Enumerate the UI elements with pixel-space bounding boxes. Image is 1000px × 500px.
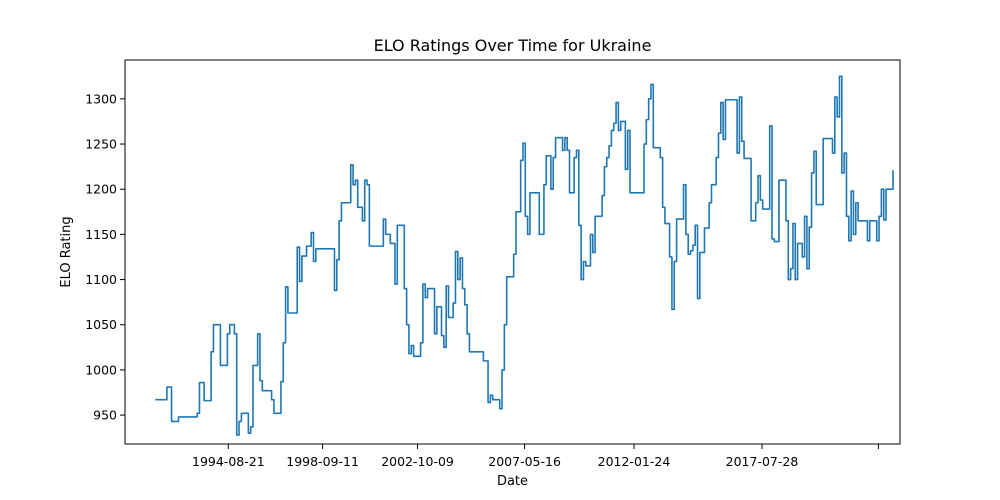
plot-area	[125, 60, 900, 444]
y-axis-label: ELO Rating	[59, 216, 74, 287]
y-tick-label: 1150	[85, 227, 117, 242]
chart-title: ELO Ratings Over Time for Ukraine	[374, 36, 652, 55]
x-tick-label: 1994-08-21	[192, 454, 265, 469]
y-tick-label: 1200	[85, 182, 117, 197]
x-axis-ticks: 1994-08-21 1998-09-11 2002-10-09 2007-05-16…	[192, 444, 879, 469]
elo-series-line	[155, 75, 894, 436]
x-tick-label: 2017-07-28	[726, 454, 799, 469]
y-axis-ticks: 950 1000 1050 1100 1150 1200 1250 1300	[85, 91, 125, 423]
y-tick-label: 1300	[85, 91, 117, 106]
x-axis-label: Date	[497, 474, 528, 489]
y-tick-label: 1000	[85, 362, 117, 377]
y-tick-label: 1100	[85, 272, 117, 287]
y-tick-label: 950	[93, 408, 117, 423]
x-tick-label: 2012-01-24	[598, 454, 671, 469]
x-tick-label: 2002-10-09	[381, 454, 454, 469]
plot-frame	[124, 59, 901, 445]
x-tick-label: 1998-09-11	[286, 454, 359, 469]
x-tick-label: 2007-05-16	[488, 454, 561, 469]
y-tick-label: 1250	[85, 137, 117, 152]
y-tick-label: 1050	[85, 317, 117, 332]
